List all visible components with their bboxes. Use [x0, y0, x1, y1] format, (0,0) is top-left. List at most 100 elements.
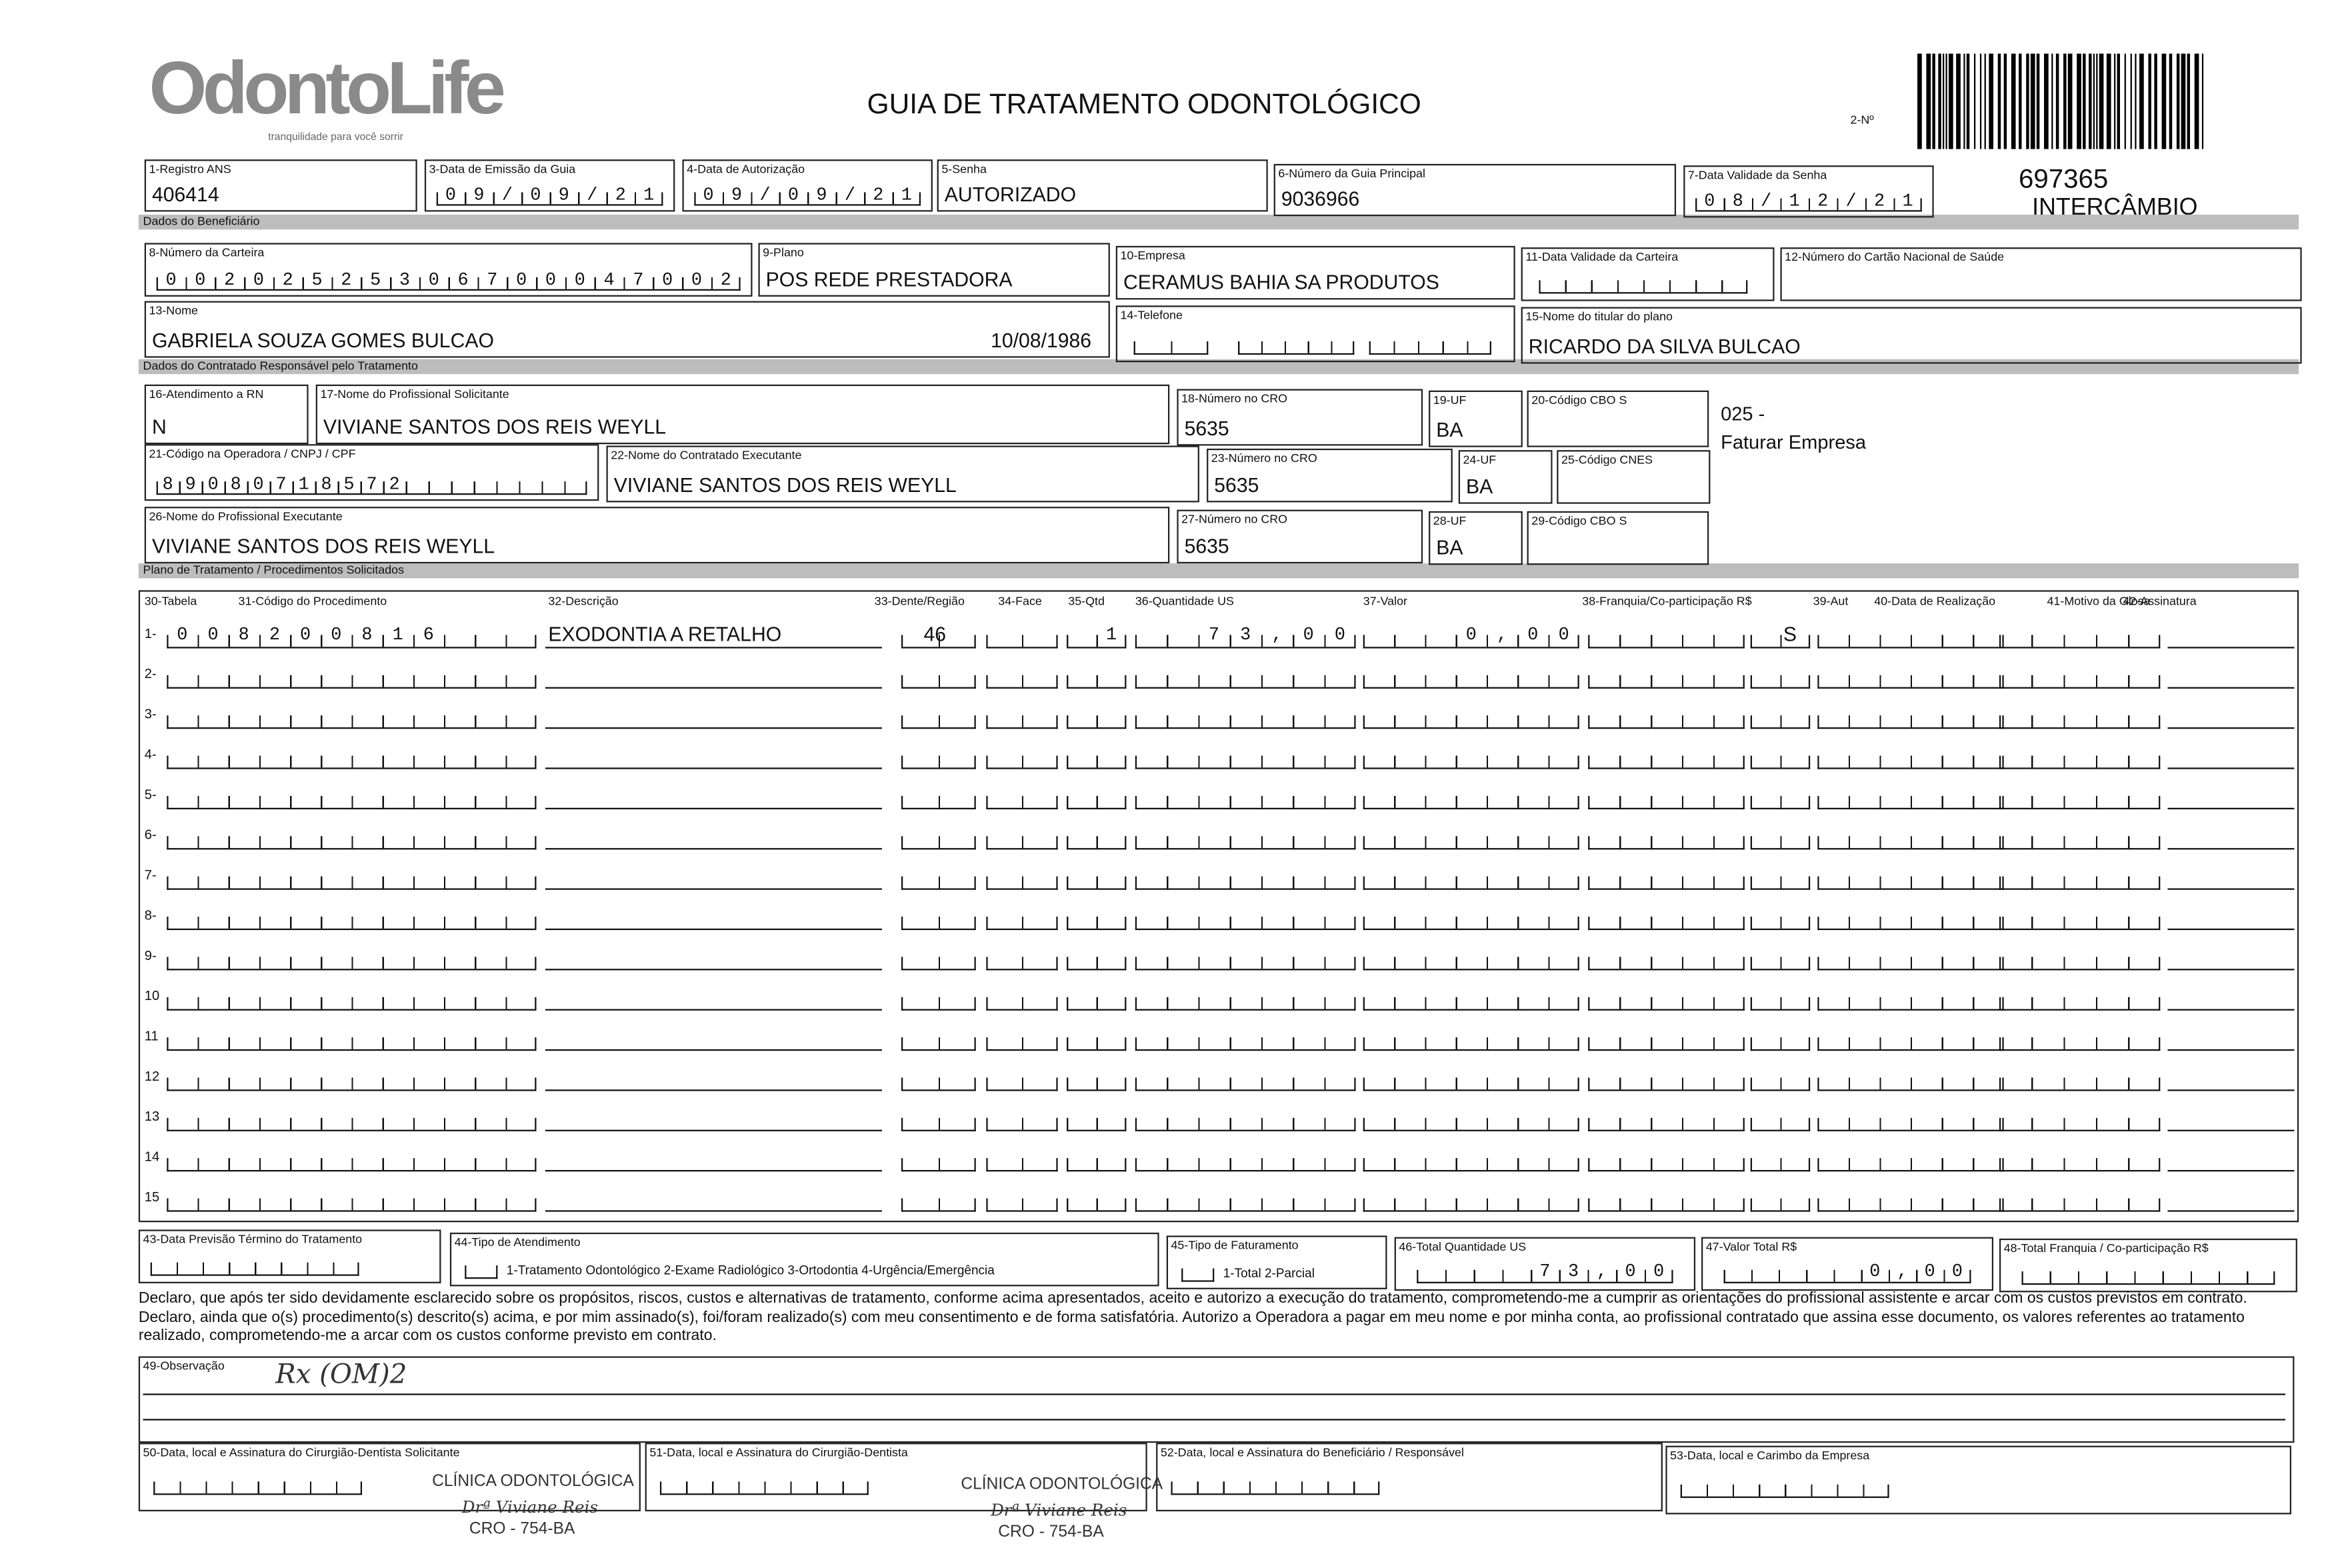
- boxed-value: 73,00: [1539, 1261, 1682, 1282]
- char-boxes: [901, 1037, 976, 1051]
- char-boxes: [986, 715, 1058, 729]
- barcode-bar: [2106, 53, 2111, 149]
- field-value: CERAMUS BAHIA SA PRODUTOS: [1123, 271, 1439, 294]
- field-box: 12-Número do Cartão Nacional de Saúde: [1780, 247, 2302, 301]
- field-value: GABRIELA SOUZA GOMES BULCAO: [151, 329, 494, 352]
- char-boxes: [1588, 1077, 1745, 1091]
- logo-tagline: tranquilidade para você sorrir: [268, 132, 403, 143]
- signature-box: 51-Data, local e Assinatura do Cirurgião…: [645, 1443, 1147, 1511]
- signature-line: [2167, 1009, 2295, 1011]
- boxed-value: 1: [1106, 624, 1136, 646]
- barcode-bar: [2161, 53, 2167, 149]
- barcode-bar: [2124, 53, 2126, 149]
- total-label: 48-Total Franquia / Co-participação R$: [2003, 1241, 2209, 1255]
- char-boxes: [1999, 997, 2161, 1011]
- char-boxes: [1067, 1117, 1127, 1131]
- char-boxes: [1363, 957, 1579, 971]
- total-label: 46-Total Quantidade US: [1399, 1240, 1527, 1254]
- char-boxes: [901, 755, 976, 769]
- char-boxes: [986, 1198, 1058, 1212]
- description-line: [545, 1009, 882, 1011]
- total-box: 44-Tipo de Atendimento: [449, 1232, 1159, 1287]
- signature-label: 50-Data, local e Assinatura do Cirurgião…: [143, 1445, 460, 1459]
- char-boxes: [901, 957, 976, 971]
- char-boxes: [1539, 280, 1748, 294]
- char-boxes: [901, 1158, 976, 1172]
- boxed-value: 008200816: [177, 624, 454, 646]
- char-boxes: [986, 997, 1058, 1011]
- barcode-bar: [2089, 53, 2092, 149]
- row-number: 8-: [144, 907, 157, 923]
- char-boxes: [1817, 876, 2004, 890]
- char-boxes: [1588, 1158, 1745, 1172]
- signature-box: 53-Data, local e Carimbo da Empresa: [1665, 1445, 2291, 1515]
- barcode-bar: [2099, 53, 2104, 149]
- char-boxes: [986, 635, 1058, 649]
- char-boxes: [986, 916, 1058, 931]
- observation-value: Rx (OM)2: [275, 1359, 407, 1391]
- char-boxes: [1067, 957, 1127, 971]
- boxed-value: 00202525306700047002: [165, 269, 750, 291]
- field-box: 27-Número no CRO: [1177, 509, 1423, 564]
- char-boxes: [1750, 715, 1811, 729]
- barcode-bar: [2030, 53, 2035, 149]
- signature-line: [2167, 928, 2295, 931]
- description-line: [545, 1049, 882, 1051]
- column-header: 37-Valor: [1363, 595, 1408, 609]
- options: 1-Tratamento Odontológico 2-Exame Radiol…: [506, 1262, 995, 1277]
- char-boxes: [1135, 1198, 1356, 1212]
- char-boxes: [1817, 635, 2004, 649]
- field-value: 5635: [1214, 473, 1259, 497]
- row-number: 7-: [144, 867, 157, 883]
- description-line: [545, 848, 882, 850]
- signature-label: 53-Data, local e Carimbo da Empresa: [1670, 1449, 1870, 1463]
- char-boxes: [153, 1481, 363, 1495]
- column-header: 32-Descrição: [548, 595, 619, 609]
- char-boxes: [1369, 341, 1491, 355]
- char-boxes: [1588, 957, 1745, 971]
- field-box: 29-Código CBO S: [1527, 511, 1709, 565]
- field-box: 17-Nome do Profissional Solicitante: [315, 384, 1170, 445]
- char-boxes: [986, 675, 1058, 689]
- char-boxes: [1067, 635, 1127, 649]
- description-line: [545, 687, 882, 689]
- description-line: [545, 1170, 882, 1172]
- column-header: 38-Franquia/Co-participação R$: [1582, 595, 1752, 609]
- char-boxes: [1999, 1077, 2161, 1091]
- field-box: 7-Data Validade da Senha: [1683, 165, 1934, 218]
- barcode-bar: [2019, 53, 2022, 149]
- char-boxes: [1588, 1117, 1745, 1131]
- field-label: 4-Data de Autorização: [687, 162, 805, 176]
- char-boxes: [1135, 635, 1356, 649]
- char-boxes: [986, 1158, 1058, 1172]
- barcode-bar: [2096, 53, 2098, 149]
- char-boxes: [901, 836, 976, 850]
- field-box: 21-Código na Operadora / CNPJ / CPF: [144, 444, 599, 501]
- char-boxes: [1750, 795, 1811, 809]
- char-boxes: [986, 755, 1058, 769]
- char-boxes: [1171, 1481, 1380, 1495]
- field-value: BA: [1436, 536, 1463, 559]
- barcode-bar: [2077, 53, 2081, 149]
- field-box: 8-Número da Carteira: [144, 243, 753, 297]
- signature-line: [2167, 1089, 2295, 1091]
- barcode-bar: [1956, 53, 1961, 149]
- char-boxes: [1238, 341, 1355, 355]
- signature-line: [2167, 807, 2295, 809]
- char-boxes: [1363, 1198, 1579, 1212]
- field-box: 19-UF: [1429, 390, 1523, 447]
- char-boxes: [1067, 755, 1127, 769]
- char-boxes: [1135, 997, 1356, 1011]
- description-line: [545, 888, 882, 890]
- char-boxes: [901, 795, 976, 809]
- char-boxes: [1067, 916, 1127, 931]
- column-header: 41-Motivo da Glosa: [2047, 595, 2151, 609]
- field-value: VIVIANE SANTOS DOS REIS WEYLL: [151, 535, 495, 558]
- row-number: 14: [144, 1149, 160, 1165]
- char-boxes: [1750, 876, 1811, 890]
- number-label: 2-Nº: [1850, 113, 1874, 127]
- char-boxes: [1723, 1269, 1971, 1283]
- char-boxes: [901, 715, 976, 729]
- stamp-cro: CRO - 754-BA: [469, 1520, 575, 1539]
- options: 1-Total 2-Parcial: [1223, 1265, 1315, 1281]
